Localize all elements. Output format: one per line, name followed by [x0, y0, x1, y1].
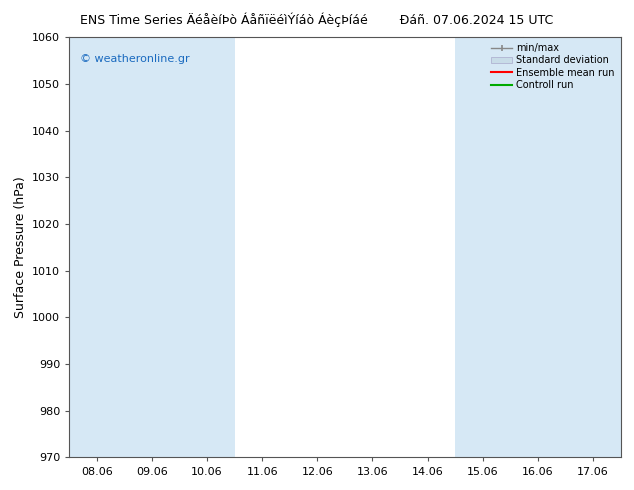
Bar [455, 37, 621, 458]
Bar [69, 37, 235, 458]
Y-axis label: Surface Pressure (hPa): Surface Pressure (hPa) [13, 176, 27, 318]
Text: © weatheronline.gr: © weatheronline.gr [81, 54, 190, 64]
Text: ENS Time Series ÄéåèíÞò ÁåñïëéìÝíáò ÁèçÞíáé        Ðáñ. 07.06.2024 15 UTC: ENS Time Series ÄéåèíÞò ÁåñïëéìÝíáò ÁèçÞ… [81, 12, 553, 27]
Legend: min/max, Standard deviation, Ensemble mean run, Controll run: min/max, Standard deviation, Ensemble me… [487, 39, 619, 94]
